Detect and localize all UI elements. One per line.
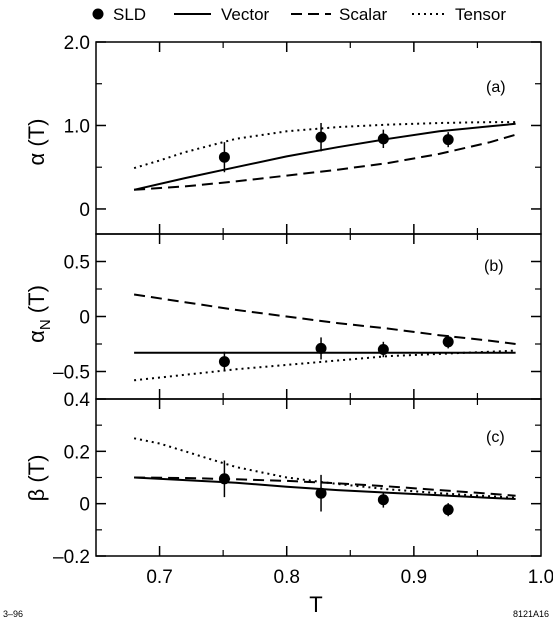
- panel-b-scalar-line: [133, 293, 516, 345]
- x-axis-title: T: [309, 592, 322, 617]
- y-tick-label: 2.0: [64, 33, 90, 54]
- panel-a-scalar-line: [134, 133, 516, 191]
- panel-b-tensor-line: [133, 349, 516, 382]
- panel-c-ticks: –0.2 0 0.2 0.4 0.7 0.8 0.9 1.0: [53, 390, 553, 588]
- x-tick-label: 1.0: [528, 567, 553, 588]
- y-tick-label: 0: [79, 495, 90, 516]
- panel-b-ticks: –0.5 0 0.5: [53, 234, 541, 399]
- legend-sld-label: SLD: [113, 5, 146, 24]
- legend-sld-marker: [92, 8, 104, 20]
- panel-c-ylabel-main: β: [24, 489, 49, 502]
- panel-c-vector-line: [134, 476, 516, 500]
- panel-b-ylabel-arg: (T): [24, 285, 49, 319]
- panel-a-tensor-line: [133, 121, 516, 170]
- legend: SLD Vector Scalar Tensor: [92, 5, 506, 24]
- legend-tensor-label: Tensor: [455, 5, 506, 24]
- legend-scalar-label: Scalar: [339, 5, 388, 24]
- y-tick-label: 0: [79, 308, 90, 329]
- panel-b-sld-point: [377, 344, 389, 355]
- y-tick-label: 0: [79, 200, 90, 221]
- panel-b-frame: [95, 233, 542, 400]
- panel-c-sld-point: [377, 494, 389, 506]
- panel-a-ticks: 0 1.0 2.0: [64, 33, 541, 234]
- panel-c-ylabel-arg: (T): [24, 455, 49, 489]
- y-tick-label: 0.4: [64, 390, 91, 411]
- x-tick-label: 0.8: [274, 567, 300, 588]
- panel-a-sld-point: [377, 133, 389, 145]
- panel-a-sld-point: [442, 134, 454, 146]
- panel-b-series: [133, 293, 516, 382]
- panel-c-frame: [95, 398, 542, 557]
- panel-a-sld-point: [315, 131, 327, 143]
- panel-b-sld-point: [218, 356, 230, 368]
- panel-c-ylabel: β (T): [24, 455, 49, 502]
- y-tick-label: 0.2: [64, 442, 90, 463]
- panel-b-sld-point: [315, 342, 327, 354]
- panel-c-sld-point: [315, 487, 327, 499]
- y-tick-label: 0.5: [64, 253, 90, 274]
- corner-date-code: 3–96: [3, 609, 23, 619]
- panel-b: –0.5 0 0.5 (b) αN (T): [24, 233, 542, 400]
- panel-c-sld-point: [218, 473, 230, 485]
- panel-a-ylabel: α (T): [24, 119, 49, 166]
- y-tick-label: –0.2: [53, 547, 90, 568]
- panel-b-label: (b): [484, 258, 504, 275]
- x-tick-label: 0.7: [146, 567, 172, 588]
- panel-c-sld-point: [442, 504, 454, 516]
- panel-b-ylabel-main: α: [24, 330, 49, 343]
- y-tick-label: 1.0: [64, 116, 90, 137]
- panel-a-ylabel-main: α: [24, 152, 49, 165]
- panel-c: –0.2 0 0.2 0.4 0.7 0.8 0.9 1.0 (c) β (T): [24, 390, 553, 588]
- panel-a: 0 1.0 2.0 (a) α (T): [24, 33, 542, 235]
- x-tick-label: 0.9: [401, 567, 427, 588]
- panel-a-ylabel-arg: (T): [24, 119, 49, 153]
- panel-a-vector-line: [133, 122, 516, 191]
- panel-a-label: (a): [486, 79, 506, 96]
- panel-b-sld-point: [442, 336, 454, 348]
- panel-a-sld-point: [218, 151, 230, 163]
- legend-vector-label: Vector: [221, 5, 270, 24]
- panel-c-tensor-line: [133, 437, 516, 499]
- panel-a-series: [133, 121, 516, 191]
- panel-b-ylabel: αN (T): [24, 285, 54, 343]
- y-tick-label: –0.5: [53, 363, 90, 384]
- panel-c-label: (c): [486, 429, 505, 446]
- panel-b-ylabel-sub: N: [37, 319, 54, 330]
- panel-c-series: [133, 437, 516, 517]
- corner-figure-code: 8121A16: [513, 609, 549, 619]
